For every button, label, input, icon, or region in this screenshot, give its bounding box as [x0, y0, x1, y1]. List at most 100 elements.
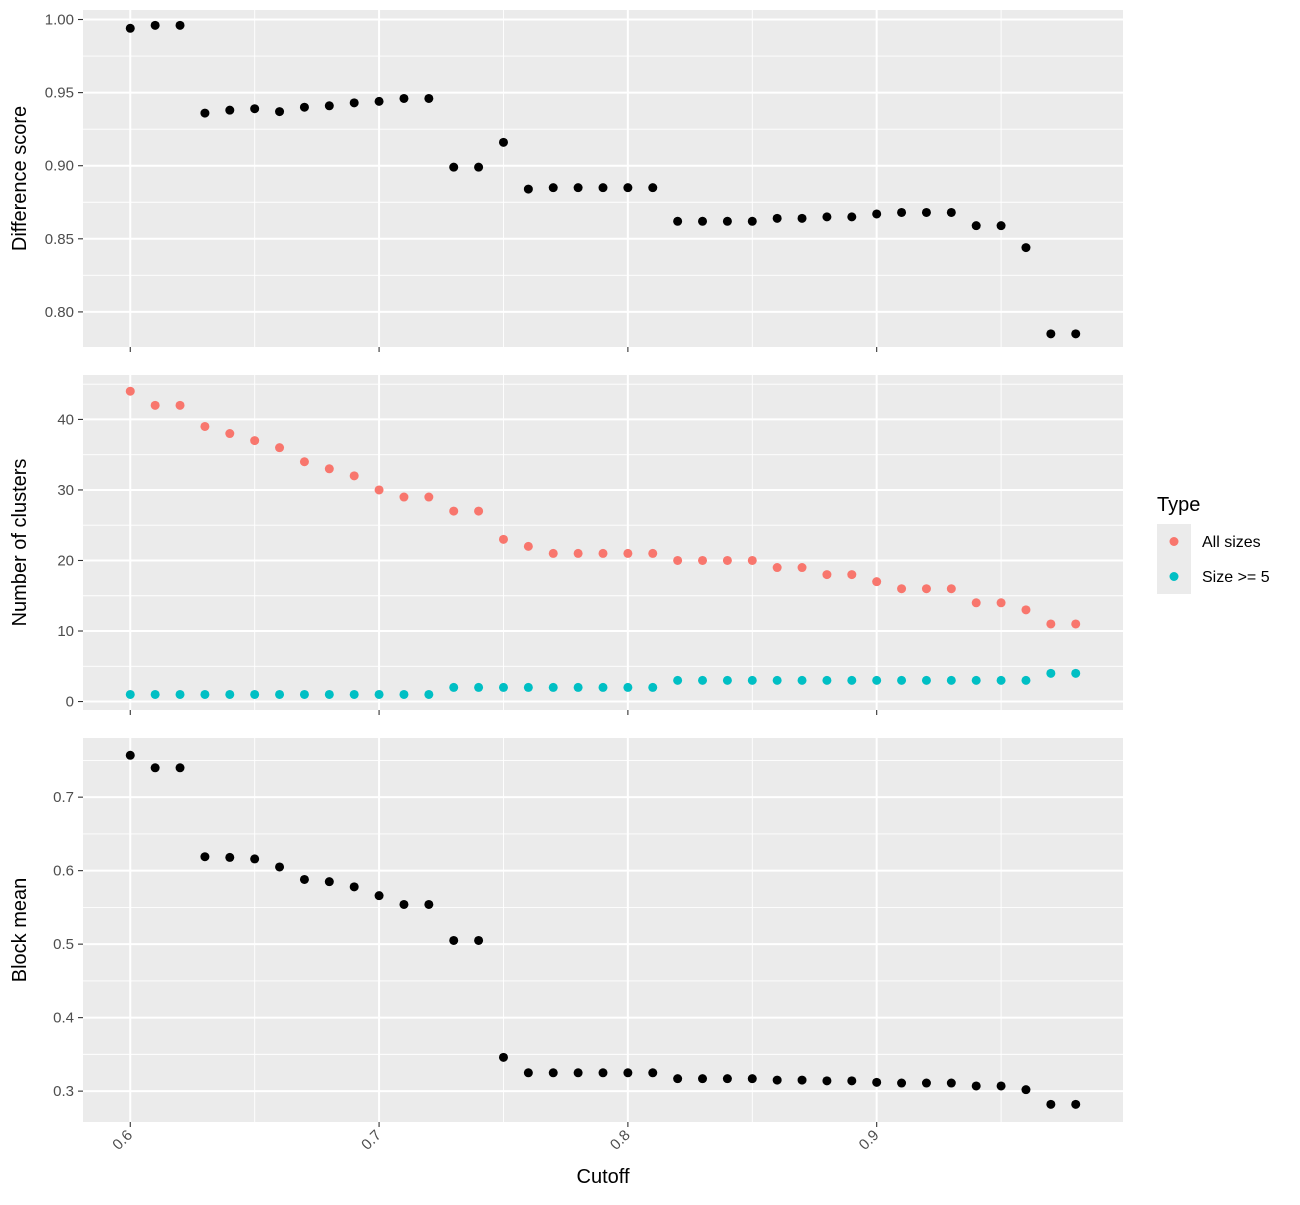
data-point — [996, 221, 1006, 231]
y-tick-label: 0.7 — [53, 789, 74, 806]
data-point — [722, 675, 732, 685]
data-point — [648, 1068, 658, 1078]
data-point — [225, 429, 235, 439]
data-point — [921, 675, 931, 685]
data-point — [822, 212, 832, 222]
panel-middle: 0 10 20 30 40 Number of clusters — [9, 375, 1123, 715]
data-point — [897, 207, 907, 217]
legend-entry-label: All sizes — [1202, 534, 1261, 551]
data-point — [1021, 675, 1031, 685]
y-tick-label: 0.80 — [45, 304, 74, 321]
y-tick-label: 30 — [57, 482, 74, 499]
data-point — [921, 207, 931, 217]
data-point — [897, 584, 907, 594]
legend-key-point — [1169, 572, 1179, 581]
data-point — [797, 213, 807, 223]
y-axis-title: Difference score — [9, 106, 31, 251]
data-point — [150, 20, 160, 30]
data-point — [299, 457, 309, 467]
data-point — [996, 1081, 1006, 1091]
data-point — [299, 102, 309, 112]
data-point — [1046, 329, 1056, 339]
data-point — [797, 675, 807, 685]
data-point — [250, 689, 260, 699]
data-point — [449, 935, 459, 945]
x-tick-label: 0.8 — [607, 1127, 634, 1154]
data-point — [548, 183, 558, 193]
data-point — [449, 162, 459, 172]
data-point — [324, 877, 334, 887]
panel-background — [83, 10, 1123, 347]
x-axis-title: Cutoff — [577, 1166, 630, 1188]
data-point — [250, 854, 260, 864]
data-point — [275, 443, 285, 453]
data-point — [623, 1068, 633, 1078]
x-tick-label: 0.6 — [109, 1127, 136, 1154]
data-point — [573, 682, 583, 692]
data-point — [872, 675, 882, 685]
data-point — [673, 216, 683, 226]
data-point — [1021, 243, 1031, 253]
data-point — [250, 104, 260, 114]
data-point — [698, 216, 708, 226]
data-point — [598, 183, 608, 193]
data-point — [822, 675, 832, 685]
data-point — [623, 682, 633, 692]
data-point — [772, 213, 782, 223]
data-point — [523, 1068, 533, 1078]
panel-background — [83, 375, 1123, 710]
data-point — [996, 675, 1006, 685]
data-point — [722, 216, 732, 226]
data-point — [1046, 1099, 1056, 1109]
data-point — [921, 1078, 931, 1088]
data-point — [424, 93, 434, 103]
data-point — [399, 492, 409, 502]
data-point — [946, 1078, 956, 1088]
data-point — [498, 682, 508, 692]
data-point — [573, 1068, 583, 1078]
data-point — [722, 1074, 732, 1084]
data-point — [847, 570, 857, 580]
data-point — [1046, 668, 1056, 678]
data-point — [275, 689, 285, 699]
data-point — [498, 534, 508, 544]
data-point — [498, 137, 508, 147]
data-point — [349, 689, 359, 699]
data-point — [349, 882, 359, 892]
data-point — [523, 541, 533, 551]
data-point — [374, 96, 384, 106]
data-point — [1071, 668, 1081, 678]
data-point — [424, 492, 434, 502]
y-tick-label: 0.90 — [45, 158, 74, 175]
data-point — [299, 689, 309, 699]
data-point — [523, 184, 533, 194]
data-point — [698, 1074, 708, 1084]
data-point — [872, 577, 882, 587]
data-point — [200, 108, 210, 118]
legend-key-point — [1169, 537, 1179, 546]
data-point — [225, 852, 235, 862]
data-point — [822, 1076, 832, 1086]
series-all-sizes — [125, 386, 1081, 629]
data-point — [299, 874, 309, 884]
data-point — [474, 682, 484, 692]
data-point — [971, 1081, 981, 1091]
data-point — [673, 555, 683, 565]
data-point — [374, 689, 384, 699]
data-point — [722, 555, 732, 565]
x-tick-label: 0.7 — [358, 1127, 385, 1154]
data-point — [200, 852, 210, 862]
data-point — [598, 682, 608, 692]
data-point — [673, 675, 683, 685]
data-point — [1021, 1085, 1031, 1095]
data-point — [747, 1074, 757, 1084]
series-size-5 — [125, 668, 1081, 699]
data-point — [374, 891, 384, 901]
data-point — [673, 1074, 683, 1084]
data-point — [872, 1077, 882, 1087]
data-point — [548, 548, 558, 558]
y-axis-title: Number of clusters — [9, 459, 31, 627]
legend-entry-label: Size >= 5 — [1202, 569, 1270, 586]
data-point — [648, 682, 658, 692]
data-point — [125, 689, 135, 699]
